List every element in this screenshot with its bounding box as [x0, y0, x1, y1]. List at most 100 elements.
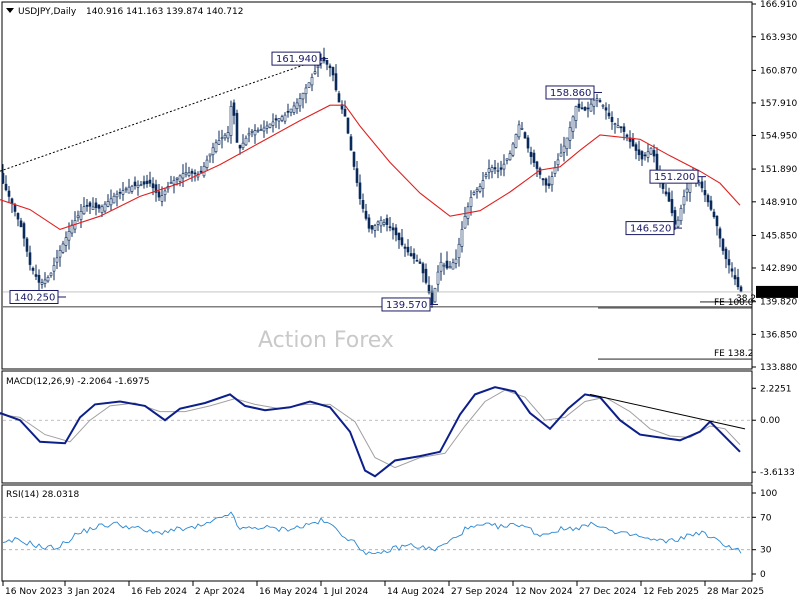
- candle-body: [409, 253, 413, 256]
- price-annotation-label: 158.860: [550, 88, 591, 99]
- last-price-marker: [756, 285, 798, 298]
- x-tick-label: 27 Dec 2024: [579, 587, 637, 597]
- x-tick-label: 16 May 2024: [259, 587, 318, 597]
- candle-body: [511, 143, 515, 156]
- candle-body: [460, 229, 464, 247]
- candle-body: [217, 140, 221, 145]
- candle-body: [427, 284, 431, 293]
- candle-body: [55, 257, 59, 263]
- candle-body: [109, 198, 113, 206]
- macd-panel-frame: [1, 370, 753, 484]
- symbol-label: USDJPY,Daily: [18, 7, 77, 17]
- candle-body: [139, 184, 143, 187]
- candle-body: [64, 237, 68, 246]
- candle-body: [415, 260, 419, 262]
- candle-body: [298, 98, 302, 107]
- candle-body: [112, 195, 116, 204]
- candle-body: [79, 211, 83, 220]
- candle-body: [556, 159, 560, 166]
- candle-body: [37, 274, 41, 283]
- macd-line: [0, 386, 741, 478]
- candle-body: [400, 237, 404, 246]
- candle-body: [502, 163, 506, 170]
- price-tick-label: 160.870: [760, 66, 797, 76]
- candle-body: [184, 172, 188, 175]
- candle-body: [16, 213, 20, 220]
- candle-body: [259, 129, 263, 131]
- candle-body: [163, 190, 167, 195]
- candle-body: [724, 248, 728, 260]
- candle-body: [220, 137, 224, 140]
- candle-body: [643, 154, 647, 157]
- candle-body: [28, 252, 32, 265]
- candle-body: [523, 132, 527, 139]
- candle-body: [676, 219, 680, 228]
- candle-body: [265, 125, 269, 129]
- candle-body: [574, 106, 578, 121]
- candle-body: [118, 192, 122, 194]
- candle-body: [154, 184, 158, 193]
- candle-body: [334, 73, 338, 91]
- candle-body: [388, 226, 392, 228]
- candle-body: [280, 116, 284, 121]
- candle-body: [127, 186, 131, 194]
- candle-body: [496, 169, 500, 172]
- candle-body: [727, 259, 731, 266]
- candle-body: [712, 211, 716, 218]
- candle-body: [418, 261, 422, 264]
- candle-body: [601, 104, 605, 107]
- candle-body: [214, 142, 218, 152]
- candle-body: [655, 153, 659, 170]
- candle-body: [730, 268, 734, 272]
- candle-body: [190, 170, 194, 174]
- candle-body: [544, 178, 548, 186]
- candle-body: [637, 149, 641, 156]
- x-tick-label: 28 Mar 2025: [707, 587, 764, 597]
- candle-body: [424, 268, 428, 283]
- candle-body: [142, 181, 146, 185]
- candle-body: [229, 106, 233, 136]
- candle-body: [484, 174, 488, 177]
- candle-body: [430, 290, 434, 305]
- candle-body: [385, 218, 389, 225]
- candle-body: [292, 105, 296, 113]
- candle-body: [40, 282, 44, 285]
- candle-body: [301, 92, 305, 100]
- candle-body: [667, 192, 671, 202]
- candle-body: [4, 183, 8, 191]
- candle-body: [115, 193, 119, 198]
- fib-label: FE 100.0: [714, 298, 754, 308]
- watermark: Action Forex: [258, 328, 394, 353]
- candle-body: [379, 219, 383, 227]
- candle-body: [547, 183, 551, 187]
- candle-body: [541, 178, 545, 181]
- macd-tick-label: -3.6133: [760, 468, 795, 478]
- price-annotation-label: 161.940: [276, 54, 317, 65]
- candle-body: [517, 124, 521, 138]
- candle-body: [358, 182, 362, 199]
- chart-menu-arrow-icon[interactable]: [6, 8, 14, 13]
- candle-body: [235, 112, 239, 143]
- candle-body: [616, 125, 620, 129]
- candle-body: [562, 145, 566, 153]
- x-tick-label: 14 Aug 2024: [387, 587, 445, 597]
- candle-body: [721, 238, 725, 251]
- candle-body: [532, 152, 536, 163]
- candle-body: [238, 145, 242, 149]
- candle-body: [13, 204, 17, 212]
- candle-body: [352, 151, 356, 167]
- candle-body: [7, 190, 11, 197]
- candle-body: [625, 134, 629, 137]
- candle-body: [445, 260, 449, 269]
- candle-body: [613, 123, 617, 125]
- candle-body: [124, 188, 128, 191]
- x-tick-label: 12 Feb 2025: [643, 587, 699, 597]
- candle-body: [520, 127, 524, 130]
- candle-body: [307, 82, 311, 88]
- candle-body: [559, 152, 563, 157]
- macd-tick-label: 2.2251: [760, 384, 792, 394]
- candle-body: [331, 67, 335, 76]
- candle-body: [349, 136, 353, 151]
